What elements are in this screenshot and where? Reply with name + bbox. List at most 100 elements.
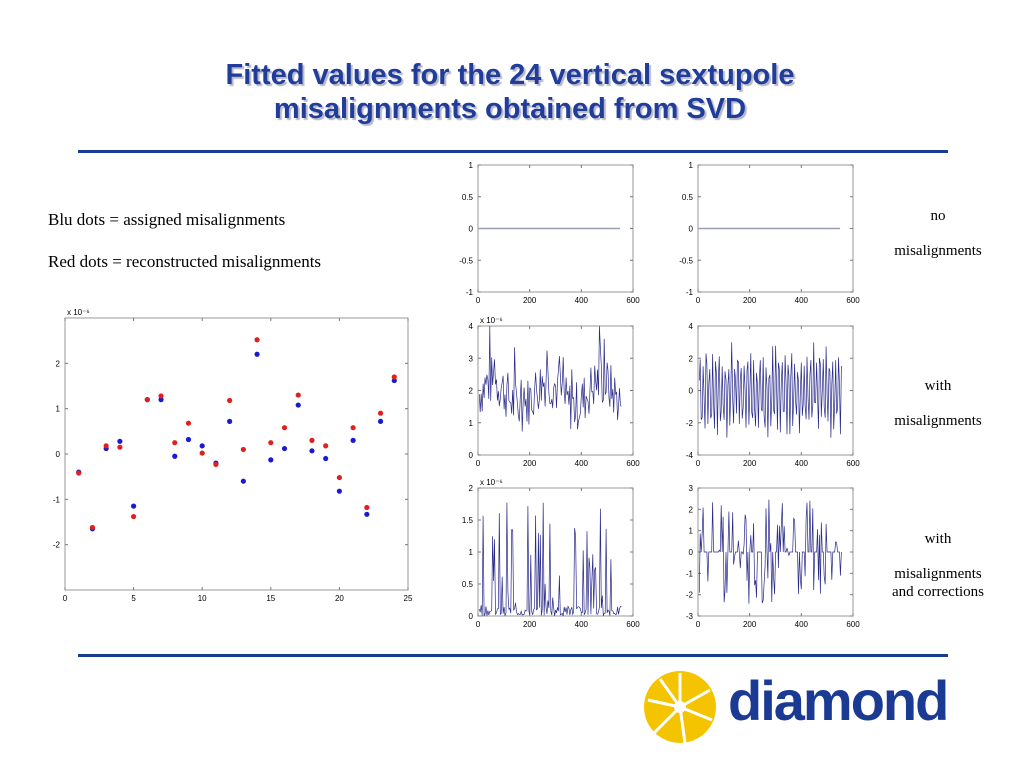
x-tick-label: 0 (63, 594, 68, 603)
reconstructed-point (323, 443, 329, 449)
y-tick-label: 3 (469, 354, 474, 363)
x-tick-label: 600 (626, 459, 640, 468)
x-tick-label: 5 (131, 594, 136, 603)
trace-line (698, 499, 842, 604)
assigned-point (199, 443, 205, 449)
reconstructed-point (103, 443, 109, 449)
assigned-point (117, 438, 123, 444)
plot-frame-1 (477, 164, 634, 293)
axis-multiplier-label: x 10⁻⁶ (67, 308, 90, 317)
row-label-corrections: with misalignments and corrections (868, 530, 1008, 601)
x-tick-label: 600 (846, 459, 860, 468)
y-tick-label: 1.5 (462, 516, 474, 525)
reconstructed-point (309, 437, 315, 443)
reconstructed-point (158, 393, 164, 399)
y-tick-label: 4 (689, 322, 694, 331)
x-tick-label: 600 (846, 620, 860, 629)
assigned-point (103, 445, 109, 452)
slide-title: Fitted values for the 24 vertical sextup… (90, 58, 930, 126)
x-tick-label: 200 (523, 620, 537, 629)
reconstructed-point (240, 446, 246, 453)
diamond-logo-sun-icon (644, 671, 716, 744)
assigned-point (76, 469, 82, 475)
y-tick-label: -1 (686, 288, 694, 297)
y-tick-label: 0.5 (682, 193, 694, 202)
assigned-point (158, 397, 164, 403)
y-tick-label: 4 (469, 322, 474, 331)
axis-multiplier-label: x 10⁻⁶ (480, 478, 503, 487)
assigned-point (144, 397, 150, 403)
assigned-point (240, 478, 246, 484)
y-tick-label: 2 (56, 359, 61, 368)
plot-frame-0 (64, 317, 409, 591)
y-tick-label: 0.5 (462, 193, 474, 202)
assigned-point (323, 455, 329, 462)
assigned-point (295, 402, 301, 408)
y-tick-label: 0.5 (462, 580, 474, 589)
row-label-line: with (924, 531, 952, 547)
x-tick-label: 20 (335, 594, 344, 603)
row-label-line: misalignments (894, 566, 982, 582)
x-tick-label: 200 (523, 296, 537, 305)
reconstructed-point (268, 440, 274, 446)
reconstructed-point (144, 397, 150, 403)
reconstructed-point (227, 397, 233, 404)
x-tick-label: 400 (795, 459, 809, 468)
y-tick-label: 1 (469, 161, 474, 170)
reconstructed-point (76, 470, 82, 476)
reconstructed-point (199, 450, 205, 456)
plot-frame-2 (697, 164, 854, 293)
plot-frame-6 (697, 487, 854, 617)
y-tick-label: 1 (469, 419, 474, 428)
x-tick-label: 200 (743, 620, 757, 629)
x-tick-label: 400 (575, 620, 589, 629)
x-tick-label: 0 (696, 459, 701, 468)
x-tick-label: 200 (743, 296, 757, 305)
y-tick-label: -0.5 (459, 256, 473, 265)
assigned-point (364, 511, 370, 517)
y-tick-label: 1 (689, 527, 694, 536)
assigned-point (391, 377, 397, 384)
reconstructed-point (281, 425, 288, 431)
y-tick-label: -1 (53, 495, 61, 504)
reconstructed-point (254, 337, 260, 343)
y-tick-label: 1 (689, 161, 694, 170)
assigned-point (281, 445, 288, 452)
legend-blue-text: Blu dots = assigned misalignments (48, 210, 286, 229)
y-tick-label: -1 (466, 288, 474, 297)
assigned-point (309, 448, 315, 454)
plot-frame-3 (477, 325, 634, 456)
reconstructed-point (295, 392, 301, 398)
diamond-logo-text: diamond (728, 669, 949, 732)
assigned-point (185, 436, 192, 443)
row-label-line: misalignments (894, 413, 982, 429)
trace-line (698, 342, 842, 438)
x-tick-label: 400 (575, 459, 589, 468)
y-tick-label: 2 (689, 354, 694, 363)
row-label-line: no (930, 208, 946, 224)
bottom-divider (78, 654, 948, 657)
y-tick-label: -4 (686, 451, 694, 460)
y-tick-label: -2 (53, 541, 61, 550)
y-tick-label: 0 (469, 225, 474, 234)
row-label-line: misalignments (894, 243, 982, 259)
x-tick-label: 0 (696, 296, 701, 305)
x-tick-label: 200 (743, 459, 757, 468)
legend-red-text: Red dots = reconstructed misalignments (48, 252, 322, 271)
y-tick-label: 2 (689, 505, 694, 514)
assigned-point (227, 418, 233, 424)
y-tick-label: -3 (686, 612, 694, 621)
y-tick-label: 0 (689, 548, 694, 557)
x-tick-label: 600 (626, 620, 640, 629)
row-label-line: and corrections (891, 584, 985, 600)
y-tick-label: 0 (56, 450, 61, 459)
x-tick-label: 600 (846, 296, 860, 305)
reconstructed-point (336, 474, 342, 481)
x-tick-label: 0 (696, 620, 701, 629)
x-tick-label: 400 (795, 296, 809, 305)
assigned-point (268, 457, 274, 463)
x-tick-label: 0 (476, 620, 481, 629)
reconstructed-point (364, 504, 370, 511)
top-divider (78, 150, 948, 153)
y-tick-label: 0 (689, 225, 694, 234)
